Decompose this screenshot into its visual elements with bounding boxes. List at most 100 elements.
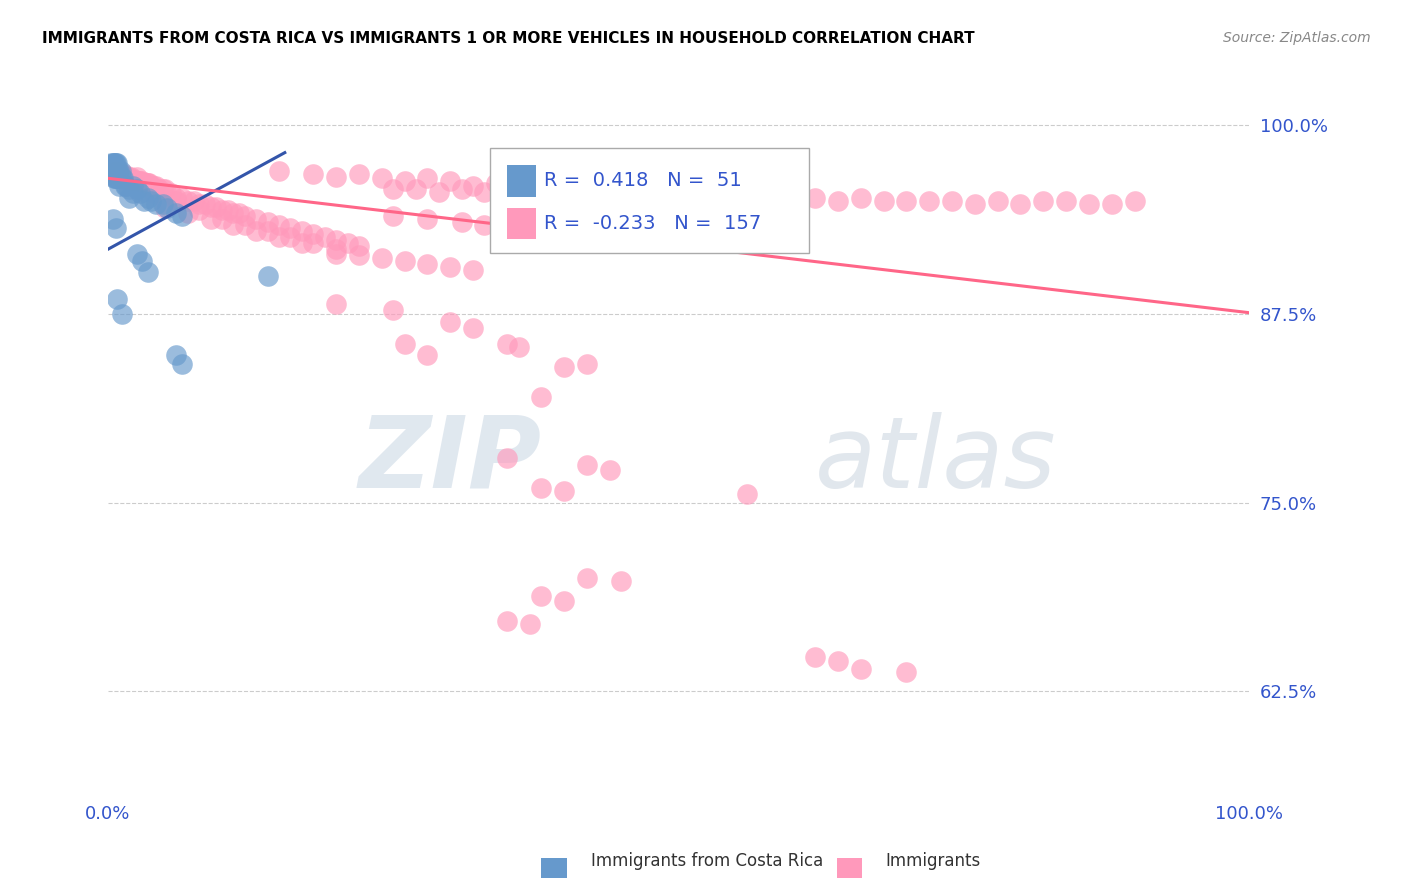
Point — [576, 186, 599, 201]
Point — [141, 194, 163, 208]
Point — [115, 173, 138, 187]
Point — [576, 202, 599, 217]
Point — [148, 182, 170, 196]
Point — [496, 614, 519, 628]
Point — [461, 178, 484, 193]
Point — [104, 163, 127, 178]
Point — [110, 169, 132, 184]
FancyBboxPatch shape — [508, 208, 536, 239]
Point — [200, 200, 222, 214]
Point — [325, 233, 347, 247]
Point — [1010, 197, 1032, 211]
Point — [576, 357, 599, 371]
Point — [136, 265, 159, 279]
Point — [963, 197, 986, 211]
Point — [136, 191, 159, 205]
Point — [382, 302, 405, 317]
Point — [128, 174, 150, 188]
Point — [111, 167, 134, 181]
Point — [371, 252, 394, 266]
Text: Source: ZipAtlas.com: Source: ZipAtlas.com — [1223, 31, 1371, 45]
Point — [145, 197, 167, 211]
Point — [117, 191, 139, 205]
Point — [188, 197, 211, 211]
Point — [122, 178, 145, 193]
Point — [104, 156, 127, 170]
Point — [129, 186, 152, 201]
Point — [256, 224, 278, 238]
Point — [872, 194, 894, 208]
Point — [291, 224, 314, 238]
Point — [302, 227, 325, 241]
Point — [302, 236, 325, 251]
Point — [416, 257, 439, 271]
Point — [108, 167, 131, 181]
Point — [382, 182, 405, 196]
Point — [644, 189, 666, 203]
Point — [135, 176, 157, 190]
Point — [127, 174, 149, 188]
Point — [103, 171, 125, 186]
Point — [115, 178, 138, 193]
Point — [177, 206, 200, 220]
Text: Immigrants: Immigrants — [886, 852, 981, 870]
Point — [100, 163, 122, 178]
Point — [105, 292, 128, 306]
Point — [125, 169, 148, 184]
Point — [101, 163, 124, 178]
Point — [485, 176, 508, 190]
Point — [104, 171, 127, 186]
Point — [101, 212, 124, 227]
Point — [111, 169, 134, 184]
Point — [107, 169, 129, 184]
Point — [120, 169, 142, 184]
Point — [599, 202, 621, 217]
Point — [138, 176, 160, 190]
Point — [666, 187, 689, 202]
Point — [111, 171, 134, 186]
Point — [108, 171, 131, 186]
Point — [325, 169, 347, 184]
Point — [267, 230, 290, 244]
Point — [439, 315, 461, 329]
Point — [100, 156, 122, 170]
Point — [519, 616, 541, 631]
Point — [735, 191, 758, 205]
Point — [134, 176, 156, 190]
Point — [508, 340, 530, 354]
Point — [416, 171, 439, 186]
Point — [136, 176, 159, 190]
Point — [530, 202, 553, 216]
Point — [111, 171, 134, 186]
Point — [291, 236, 314, 251]
Point — [553, 202, 575, 216]
Point — [827, 654, 849, 668]
Point — [217, 202, 239, 217]
Point — [153, 202, 176, 216]
Point — [228, 206, 250, 220]
Point — [347, 239, 370, 253]
Point — [159, 186, 181, 201]
Point — [336, 236, 359, 251]
Point — [152, 182, 174, 196]
Point — [104, 171, 127, 186]
Point — [122, 173, 145, 187]
Point — [553, 182, 575, 196]
Point — [256, 269, 278, 284]
Point — [165, 206, 187, 220]
Point — [394, 337, 416, 351]
Point — [117, 169, 139, 184]
Point — [104, 163, 127, 178]
FancyBboxPatch shape — [508, 166, 536, 197]
Point — [141, 178, 163, 193]
Point — [519, 185, 541, 199]
Point — [496, 217, 519, 231]
Point — [172, 191, 194, 205]
Point — [165, 348, 187, 362]
Point — [145, 178, 167, 193]
Point — [394, 254, 416, 268]
Text: R =  -0.233   N =  157: R = -0.233 N = 157 — [544, 213, 761, 233]
Point — [416, 348, 439, 362]
Point — [256, 215, 278, 229]
Point — [233, 218, 256, 232]
